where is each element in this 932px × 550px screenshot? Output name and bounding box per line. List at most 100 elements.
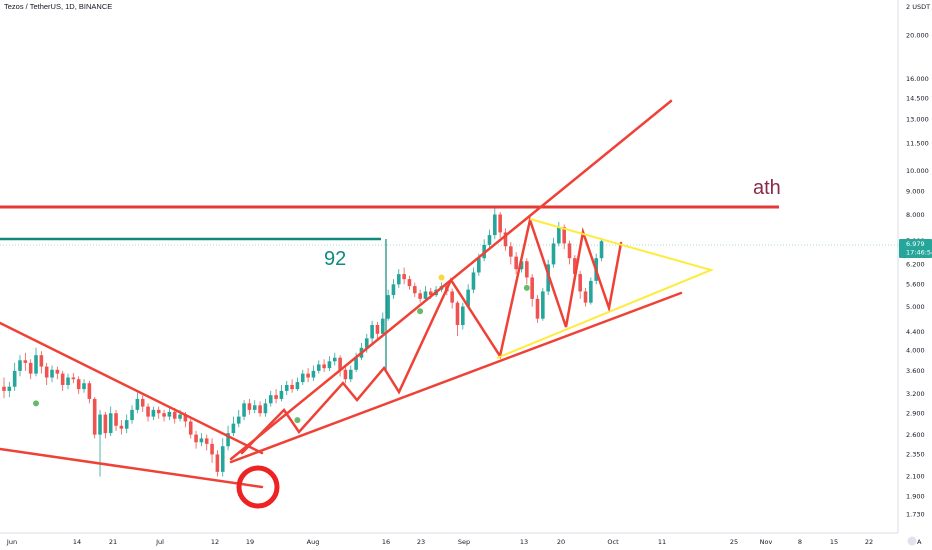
candle-body [477,258,481,273]
candles-group [2,208,604,477]
candle-body [268,395,273,404]
candle-body [92,398,97,435]
candle-body [343,369,348,380]
candle-body [156,409,161,414]
x-tick-label: 22 [865,538,873,546]
x-tick-label: 21 [109,538,117,546]
candle-body [279,390,284,399]
candle-body [247,403,252,410]
candle-body [124,420,129,429]
candle-body [471,272,476,290]
measure-label: 92 [324,248,346,270]
candle-body [151,409,156,417]
last-price-tag [899,239,932,258]
candle-body [466,289,470,307]
candle-body [573,258,577,275]
candle-body [87,383,92,399]
candle-body [44,366,49,378]
candle-body [364,338,369,348]
signal-dot [417,308,424,315]
candle-body [493,214,497,236]
candle-body [370,325,374,339]
signal-dot [523,284,530,291]
candle-body [407,279,412,287]
candle-body [204,438,209,444]
y-tick-label: 2.600 [906,431,925,439]
candle-body [418,293,422,299]
x-tick-label: 12 [211,538,219,546]
y-tick-label: 11.500 [906,140,929,148]
candle-body [108,413,113,434]
candle-body [583,291,588,303]
downtrend-lower-line [0,447,264,489]
candle-body [71,377,76,380]
x-tick-label: Oct [607,538,619,546]
candle-body [34,355,38,374]
ath-label: ath [753,177,781,199]
x-tick-label: Jun [6,538,17,546]
candle-body [39,355,44,367]
auto-scale-icon: A [917,538,922,546]
x-tick-label: 20 [557,538,565,546]
candle-body [546,264,550,292]
candle-body [252,405,257,410]
y-tick-label: 4.000 [906,347,925,355]
candle-body [567,243,572,259]
candle-body [503,232,508,247]
candle-body [146,406,150,417]
candle-body [263,403,268,414]
candle-body [380,318,385,334]
x-tick-label: Aug [307,538,320,546]
y-tick-label: 1.730 [906,511,925,519]
candle-body [589,280,593,303]
y-tick-label: 3.600 [906,367,925,375]
elliott-wave-zigzag [240,215,623,455]
y-tick-label: 10.000 [906,167,929,175]
candle-body [316,364,321,371]
candle-body [562,227,566,244]
candle-body [599,241,604,259]
candle-body [66,377,70,385]
candle-body [375,325,380,334]
x-tick-label: Jul [155,538,164,546]
candle-body [28,362,33,374]
candle-body [525,261,529,278]
y-tick-label: 13.000 [906,116,929,124]
signal-dot [294,417,301,424]
candle-body [242,403,246,417]
candle-body [519,261,524,270]
candle-body [172,411,177,419]
candle-body [220,446,225,472]
chart-title: Tezos / TetherUS, 1D, BINANCE [4,2,113,11]
candle-body [300,373,305,383]
candle-body [188,421,193,435]
x-tick-label: 16 [382,538,390,546]
candle-body [578,274,582,292]
candle-body [210,443,214,455]
y-tick-label: 6.200 [906,261,925,269]
candle-body [429,291,433,296]
y-tick-label: 5.000 [906,303,925,311]
candle-body [130,409,134,421]
candle-body [103,414,108,434]
candle-body [391,284,396,296]
candle-body [231,423,236,434]
candle-body [76,379,81,390]
countdown-value: 17:46:54 [906,249,932,257]
candle-body [284,384,289,391]
candle-body [332,357,337,362]
candle-body [530,277,534,299]
y-tick-label: 20.000 [906,31,929,39]
signal-dot [33,400,40,407]
candle-body [226,433,230,447]
x-tick-label: Nov [760,538,773,546]
downtrend-upper-line [0,321,264,455]
symmetrical-triangle [496,218,715,359]
candle-body [327,361,332,369]
candle-body [178,414,182,419]
y-tick-label: 2.350 [906,451,925,459]
price-axis-panel [898,0,932,550]
candle-body [236,416,241,424]
